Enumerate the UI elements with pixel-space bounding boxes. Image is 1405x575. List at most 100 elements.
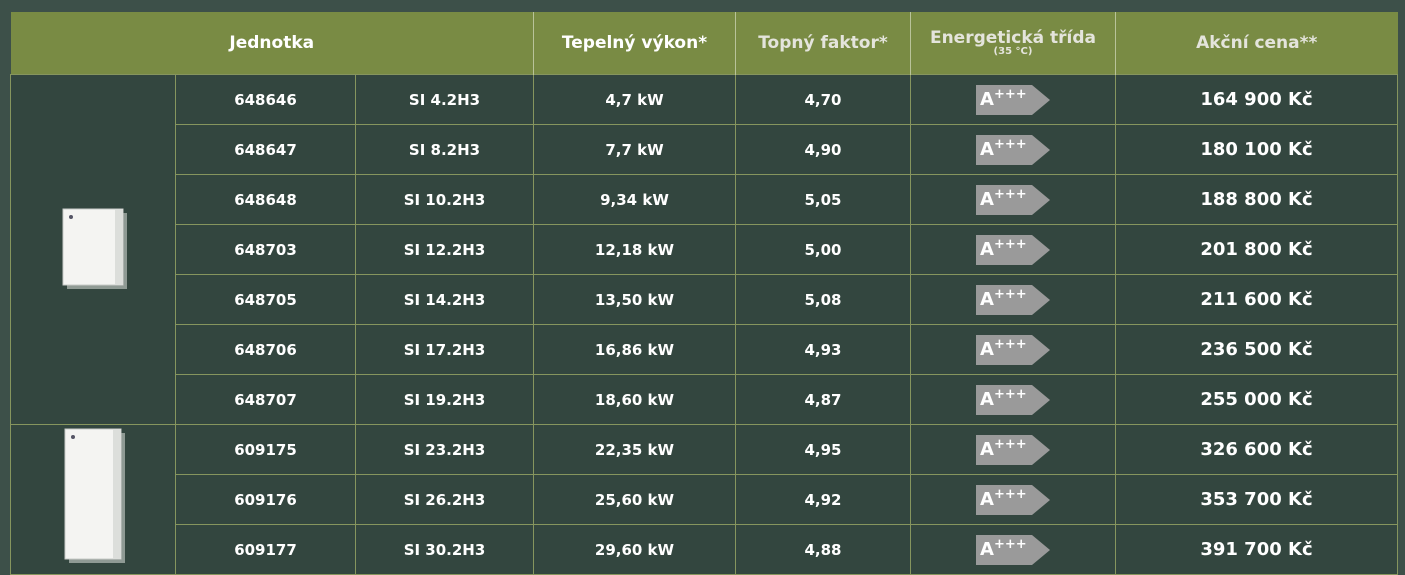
heat-output: 12,18 kW xyxy=(534,225,736,275)
energy-class-plus: +++ xyxy=(994,437,1027,452)
energy-class: A+++ xyxy=(976,235,1050,265)
cop: 5,05 xyxy=(736,175,911,225)
energy-class-plus: +++ xyxy=(994,87,1027,102)
energy-class-plus: +++ xyxy=(994,187,1027,202)
energy-class-letter: A xyxy=(980,439,994,460)
energy-badge: A+++ xyxy=(976,85,1050,115)
model: SI 8.2H3 xyxy=(356,125,534,175)
product-code: 648648 xyxy=(176,175,356,225)
energy-class-cell: A+++ xyxy=(911,425,1116,475)
heat-output: 18,60 kW xyxy=(534,375,736,425)
energy-class-plus: +++ xyxy=(994,487,1027,502)
cop: 4,87 xyxy=(736,375,911,425)
price-table: Jednotka Tepelný výkon* Topný faktor* En… xyxy=(10,12,1398,575)
unit-image xyxy=(58,205,128,291)
product-code: 648707 xyxy=(176,375,356,425)
model: SI 26.2H3 xyxy=(356,475,534,525)
product-code: 648706 xyxy=(176,325,356,375)
header-unit: Jednotka xyxy=(11,12,534,75)
header-energy: Energetická třída(35 °C) xyxy=(911,12,1116,75)
header-row: Jednotka Tepelný výkon* Topný faktor* En… xyxy=(11,12,1398,75)
price: 180 100 Kč xyxy=(1116,125,1398,175)
energy-class-cell: A+++ xyxy=(911,375,1116,425)
price-table-wrap: Jednotka Tepelný výkon* Topný faktor* En… xyxy=(10,12,1397,575)
page: Jednotka Tepelný výkon* Topný faktor* En… xyxy=(0,0,1405,572)
energy-class: A+++ xyxy=(976,385,1050,415)
header-power: Tepelný výkon* xyxy=(534,12,736,75)
price: 201 800 Kč xyxy=(1116,225,1398,275)
heat-output: 29,60 kW xyxy=(534,525,736,575)
price: 255 000 Kč xyxy=(1116,375,1398,425)
energy-badge: A+++ xyxy=(976,135,1050,165)
price: 353 700 Kč xyxy=(1116,475,1398,525)
energy-class-plus: +++ xyxy=(994,337,1027,352)
energy-class-cell: A+++ xyxy=(911,125,1116,175)
energy-class: A+++ xyxy=(976,135,1050,165)
heat-output: 9,34 kW xyxy=(534,175,736,225)
energy-badge: A+++ xyxy=(976,535,1050,565)
cop: 5,08 xyxy=(736,275,911,325)
energy-class-letter: A xyxy=(980,389,994,410)
energy-class-letter: A xyxy=(980,89,994,110)
energy-class: A+++ xyxy=(976,435,1050,465)
energy-class-plus: +++ xyxy=(994,387,1027,402)
heat-output: 4,7 kW xyxy=(534,75,736,125)
heat-output: 16,86 kW xyxy=(534,325,736,375)
energy-class-cell: A+++ xyxy=(911,475,1116,525)
cop: 4,70 xyxy=(736,75,911,125)
energy-class-cell: A+++ xyxy=(911,225,1116,275)
header-energy-note: (35 °C) xyxy=(911,47,1115,57)
price: 164 900 Kč xyxy=(1116,75,1398,125)
energy-badge: A+++ xyxy=(976,235,1050,265)
energy-class-letter: A xyxy=(980,539,994,560)
cop: 4,90 xyxy=(736,125,911,175)
energy-badge: A+++ xyxy=(976,385,1050,415)
cop: 5,00 xyxy=(736,225,911,275)
energy-class-letter: A xyxy=(980,489,994,510)
table-row: 648648SI 10.2H39,34 kW5,05A+++188 800 Kč xyxy=(11,175,1398,225)
product-code: 609176 xyxy=(176,475,356,525)
model: SI 12.2H3 xyxy=(356,225,534,275)
product-code: 648646 xyxy=(176,75,356,125)
energy-class-plus: +++ xyxy=(994,137,1027,152)
heat-output: 25,60 kW xyxy=(534,475,736,525)
price: 326 600 Kč xyxy=(1116,425,1398,475)
table-row: 648707SI 19.2H318,60 kW4,87 A+++ 255 000 K… xyxy=(11,375,1398,425)
energy-class-letter: A xyxy=(980,289,994,310)
energy-badge: A+++ xyxy=(976,185,1050,215)
energy-class-letter: A xyxy=(980,189,994,210)
energy-class-letter: A xyxy=(980,339,994,360)
energy-class: A+++ xyxy=(976,335,1050,365)
price: 236 500 Kč xyxy=(1116,325,1398,375)
model: SI 19.2H3 xyxy=(356,375,534,425)
model: SI 4.2H3 xyxy=(356,75,534,125)
cop: 4,88 xyxy=(736,525,911,575)
energy-class-cell: A+++ xyxy=(911,275,1116,325)
unit-image-cell xyxy=(11,425,176,575)
energy-class-letter: A xyxy=(980,239,994,260)
product-code: 609175 xyxy=(176,425,356,475)
energy-badge: A+++ xyxy=(976,285,1050,315)
product-code: 648647 xyxy=(176,125,356,175)
energy-class-cell: A+++ xyxy=(911,175,1116,225)
product-code: 648705 xyxy=(176,275,356,325)
heat-output: 7,7 kW xyxy=(534,125,736,175)
energy-class-cell: A+++ xyxy=(911,525,1116,575)
energy-class: A+++ xyxy=(976,535,1050,565)
energy-class-plus: +++ xyxy=(994,237,1027,252)
heat-output: 13,50 kW xyxy=(534,275,736,325)
table-row: 609175SI 23.2H322,35 kW4,95A+++326 600 K… xyxy=(11,425,1398,475)
energy-badge: A+++ xyxy=(976,335,1050,365)
table-row: 648646SI 4.2H34,7 kW4,70 A+++ 164 900 Kč xyxy=(11,75,1398,125)
model: SI 17.2H3 xyxy=(356,325,534,375)
product-code: 648703 xyxy=(176,225,356,275)
price: 211 600 Kč xyxy=(1116,275,1398,325)
model: SI 23.2H3 xyxy=(356,425,534,475)
energy-badge: A+++ xyxy=(976,485,1050,515)
energy-class: A+++ xyxy=(976,85,1050,115)
